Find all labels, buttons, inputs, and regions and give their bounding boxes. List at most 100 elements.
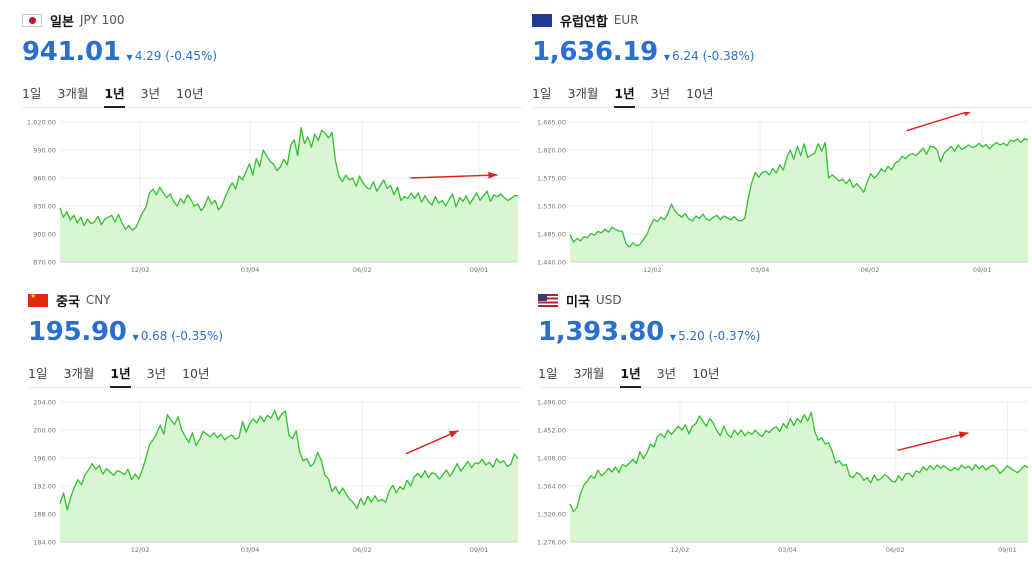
x-tick-label: 12/02	[131, 266, 150, 274]
x-tick-label: 03/04	[778, 546, 797, 554]
y-tick-label: 1,485.00	[537, 231, 566, 239]
down-triangle-icon: ▼	[126, 53, 133, 62]
y-tick-label: 204.00	[33, 399, 56, 407]
y-tick-label: 870.00	[33, 259, 56, 267]
price-value: 1,636.19	[532, 37, 658, 67]
price-change: ▼ 0.68 (-0.35%)	[133, 329, 224, 343]
price-row: 1,393.80 ▼ 5.20 (-0.37%)	[538, 317, 1032, 351]
period-tabs: 1일 3개월 1년 3년 10년	[532, 79, 1032, 108]
exchange-rate-chart: 1,496.00 1,452.00 1,408.00 1,364.00 1,320.00…	[537, 399, 1029, 554]
tab-3year[interactable]: 3년	[146, 366, 167, 381]
y-tick-label: 1,364.00	[537, 483, 566, 491]
x-tick-label: 12/02	[671, 546, 690, 554]
tab-3month[interactable]: 3개월	[573, 366, 605, 381]
cn-flag-icon	[28, 292, 48, 307]
x-tick-label: 03/04	[241, 546, 260, 554]
down-triangle-icon: ▼	[663, 53, 671, 62]
x-tick-label: 06/02	[353, 266, 372, 274]
y-tick-label: 1,530.00	[537, 203, 566, 211]
tab-3year[interactable]: 3년	[650, 86, 671, 101]
annotation-arrow-head	[964, 112, 971, 117]
y-tick-label: 188.00	[33, 511, 56, 519]
x-tick-label: 09/01	[973, 266, 992, 274]
y-tick-label: 1,320.00	[537, 511, 566, 519]
x-tick-label: 09/01	[470, 546, 489, 554]
price-row: 195.90 ▼ 0.68 (-0.35%)	[28, 317, 522, 351]
price-value: 941.01	[22, 37, 121, 67]
panel-header: 유럽연합 EUR	[532, 9, 1032, 31]
y-tick-label: 1,665.00	[537, 119, 566, 127]
tab-10year[interactable]: 10년	[182, 366, 210, 381]
panel-header: 중국 CNY	[28, 289, 522, 311]
tab-3year[interactable]: 3년	[140, 86, 161, 101]
price-change-text: 6.24 (-0.38%)	[672, 49, 755, 63]
y-tick-label: 960.00	[33, 175, 56, 183]
tab-10year[interactable]: 10년	[692, 366, 720, 381]
jp-flag-icon	[22, 13, 42, 27]
tab-1year[interactable]: 1년	[110, 359, 131, 388]
tab-3month[interactable]: 3개월	[63, 366, 95, 381]
tab-10year[interactable]: 10년	[176, 86, 204, 101]
x-tick-label: 09/01	[998, 546, 1017, 554]
tab-3month[interactable]: 3개월	[567, 86, 599, 101]
price-row: 1,636.19 ▼ 6.24 (-0.38%)	[532, 37, 1032, 71]
tab-1day[interactable]: 1일	[538, 366, 558, 381]
country-name: 미국	[566, 294, 590, 310]
y-tick-label: 200.00	[33, 427, 56, 435]
price-value: 195.90	[28, 317, 127, 347]
tab-1year[interactable]: 1년	[620, 359, 641, 388]
annotation-arrow-head	[488, 171, 498, 179]
currency-code: EUR	[613, 13, 639, 27]
y-tick-label: 990.00	[33, 147, 56, 155]
tab-1year[interactable]: 1년	[614, 79, 635, 108]
y-tick-label: 1,020.00	[27, 119, 56, 127]
x-tick-label: 12/02	[643, 266, 662, 274]
tab-1day[interactable]: 1일	[28, 366, 48, 381]
y-tick-label: 1,452.00	[537, 427, 566, 435]
annotation-arrow	[897, 432, 969, 451]
tab-3month[interactable]: 3개월	[57, 86, 89, 101]
annotation-arrow	[906, 112, 970, 132]
annotation-arrow-head	[448, 430, 459, 438]
x-tick-label: 06/02	[353, 546, 372, 554]
tab-1day[interactable]: 1일	[22, 86, 42, 101]
panel-japan: 일본 JPY 100 941.01 ▼ 4.29 (-0.45%) 1일 3개월 …	[22, 6, 522, 290]
series-area	[60, 410, 518, 542]
y-tick-label: 1,575.00	[537, 175, 566, 183]
series-line	[59, 409, 519, 511]
price-change-text: 4.29 (-0.45%)	[134, 49, 218, 63]
price-change: ▼ 6.24 (-0.38%)	[664, 49, 755, 63]
tab-1day[interactable]: 1일	[532, 86, 552, 101]
country-name: 일본	[50, 14, 74, 30]
country-name: 유럽연합	[560, 14, 608, 30]
y-tick-label: 900.00	[33, 231, 56, 239]
period-tabs: 1일 3개월 1년 3년 10년	[22, 79, 522, 108]
y-tick-label: 1,620.00	[537, 147, 566, 155]
annotation-arrow-head	[958, 431, 969, 439]
price-change: ▼ 5.20 (-0.37%)	[670, 329, 761, 343]
series-line	[59, 126, 518, 231]
y-tick-label: 196.00	[33, 455, 56, 463]
currency-code: CNY	[85, 293, 111, 307]
series-area	[570, 138, 1028, 262]
country-name: 중국	[56, 294, 80, 310]
exchange-rate-chart: 1,665.00 1,620.00 1,575.00 1,530.00 1,485.00…	[537, 112, 1029, 274]
currency-code: JPY 100	[79, 13, 125, 27]
x-tick-label: 03/04	[241, 266, 260, 274]
price-change-text: 0.68 (-0.35%)	[140, 329, 224, 343]
tab-1year[interactable]: 1년	[104, 79, 125, 108]
panel-header: 미국 USD	[538, 289, 1032, 311]
x-tick-label: 09/01	[470, 266, 489, 274]
y-tick-label: 1,408.00	[537, 455, 566, 463]
x-tick-label: 06/02	[861, 266, 880, 274]
series-line	[569, 138, 1029, 248]
y-tick-label: 184.00	[33, 539, 56, 547]
tab-3year[interactable]: 3년	[656, 366, 677, 381]
y-tick-label: 1,496.00	[537, 399, 566, 407]
price-change: ▼ 4.29 (-0.45%)	[127, 49, 218, 63]
exchange-rate-chart: 1,020.00 990.00 960.00 930.00 900.00 870.00 12…	[27, 119, 518, 274]
period-tabs: 1일 3개월 1년 3년 10년	[28, 359, 522, 388]
tab-10year[interactable]: 10년	[686, 86, 714, 101]
period-tabs: 1일 3개월 1년 3년 10년	[538, 359, 1032, 388]
annotation-arrow	[410, 174, 498, 179]
